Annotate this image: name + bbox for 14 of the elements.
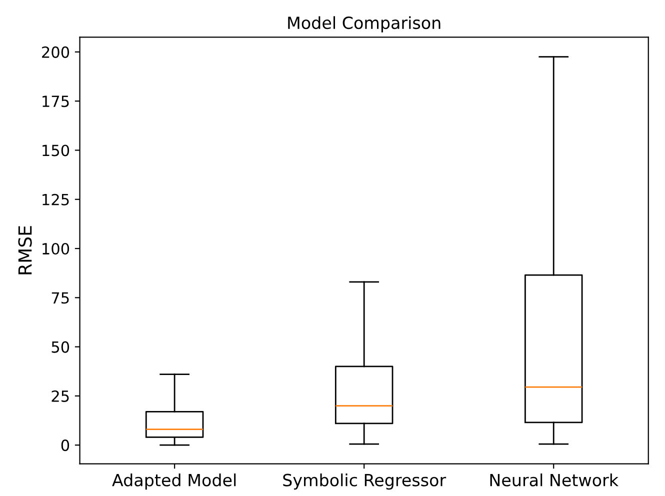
chart-title: Model Comparison <box>288 16 440 32</box>
x-tick-label: Neural Network <box>490 473 618 486</box>
y-axis-title: RMSE <box>18 226 32 274</box>
y-tick-label: 50 <box>52 341 70 353</box>
y-tick-label: 0 <box>61 440 70 452</box>
y-tick-label: 175 <box>42 96 69 108</box>
y-tick-label: 200 <box>42 46 70 58</box>
y-tick-label: 75 <box>52 292 69 304</box>
y-tick-label: 100 <box>42 242 70 255</box>
y-tick-label: 125 <box>42 194 69 206</box>
x-tick-label: Symbolic Regressor <box>283 473 446 490</box>
y-tick-label: 25 <box>52 390 69 402</box>
y-tick-label: 150 <box>42 144 70 156</box>
x-tick-label: Adapted Model <box>112 473 236 490</box>
